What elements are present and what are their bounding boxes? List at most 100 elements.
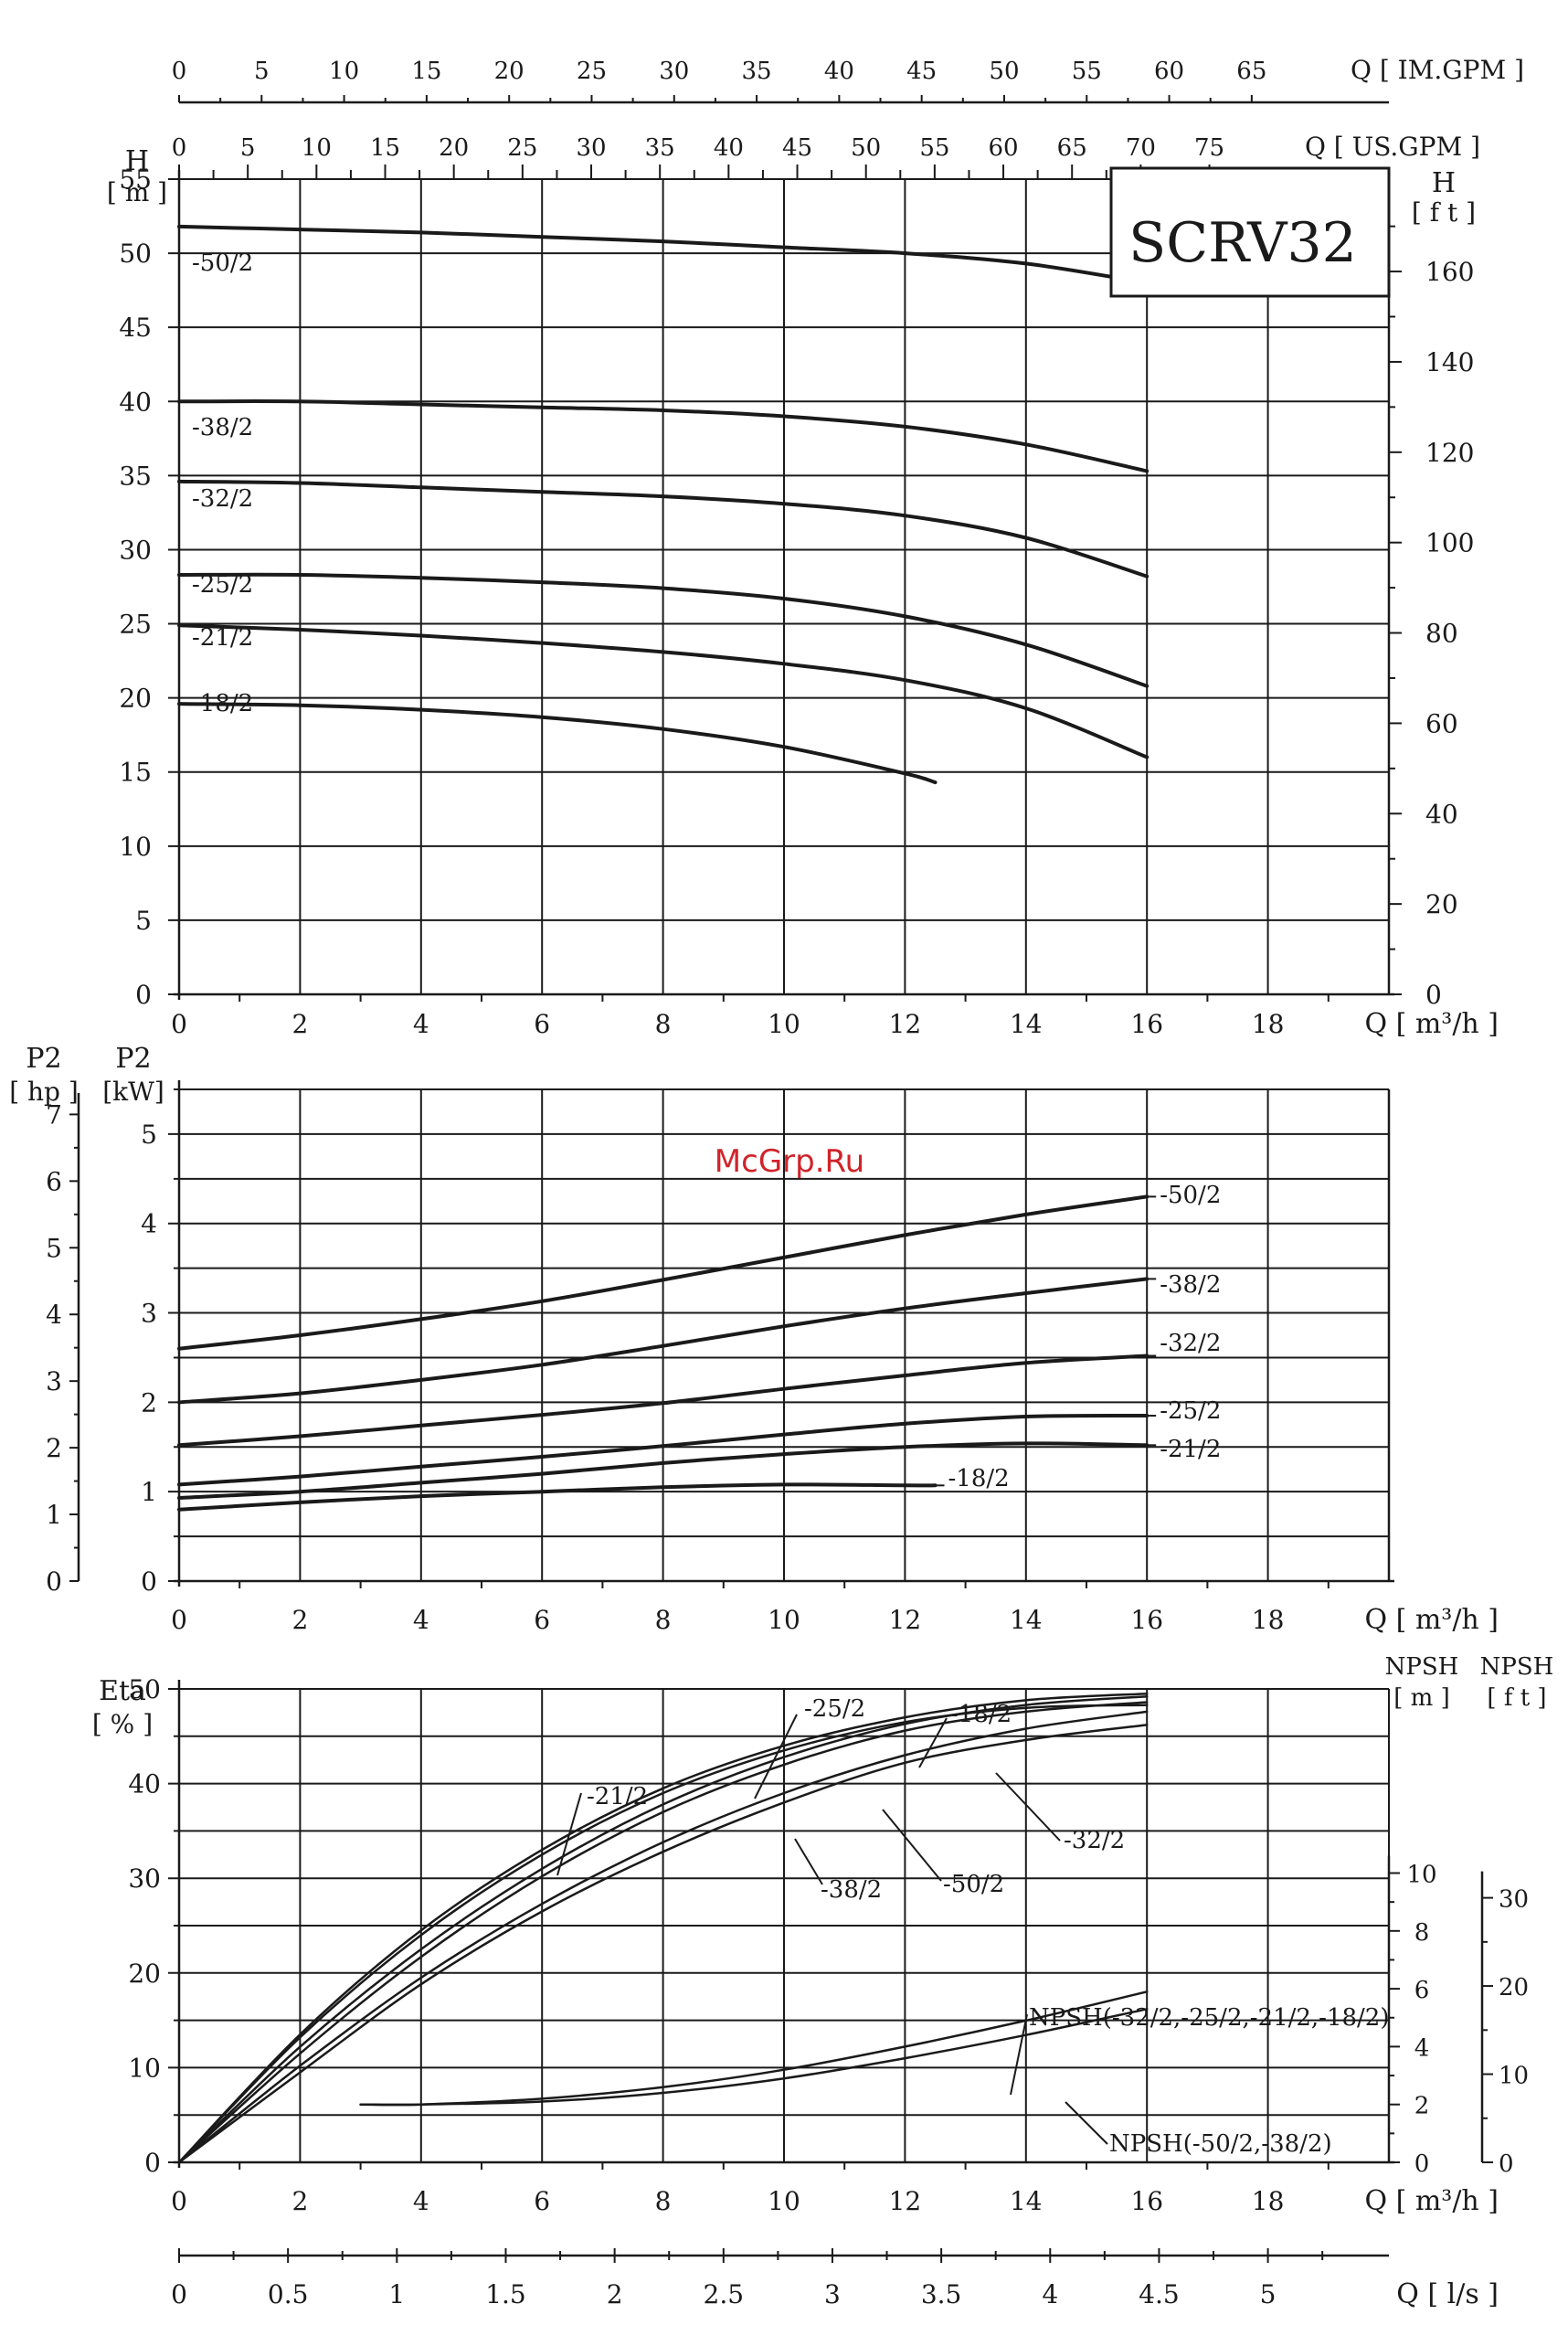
head-curve-label-18-2: -18/2 <box>192 690 253 717</box>
npsh-m-tick-label: 10 <box>1406 1862 1436 1889</box>
power-hp-tick-label: 3 <box>46 1366 62 1396</box>
head-y-tick-label: 45 <box>119 313 152 343</box>
head-curve-50-2 <box>177 224 1150 285</box>
head-curve-label-21-2: -21/2 <box>192 624 253 652</box>
us-gpm-tick-label: 70 <box>1126 134 1156 162</box>
npsh-ft-axis-unit: [ f t ] <box>1487 1684 1546 1712</box>
power-curve-label-32-2: -32/2 <box>1160 1330 1221 1357</box>
npsh-m-tick-label: 4 <box>1414 2034 1430 2062</box>
eta-curve-label-38-2: -38/2 <box>821 1876 882 1904</box>
head-y-tick-label: 35 <box>119 461 152 491</box>
us-gpm-tick-label: 40 <box>714 134 744 162</box>
head-y-tick-label: 40 <box>119 387 152 417</box>
us-gpm-tick-label: 25 <box>507 134 537 162</box>
eta-label-leader-25-2 <box>754 1714 798 1799</box>
im-gpm-tick-label: 55 <box>1072 58 1102 85</box>
im-gpm-tick-label: 20 <box>494 58 524 85</box>
power-hp-tick-label: 5 <box>46 1233 62 1263</box>
ls-tick-label: 1 <box>388 2279 405 2309</box>
head-y-tick-label: 30 <box>119 535 152 565</box>
head-y-tick-label: 20 <box>119 684 152 714</box>
head-x-tick-label: 12 <box>889 1009 922 1039</box>
npsh-m-axis-symbol: NPSH <box>1385 1653 1459 1681</box>
head-curve-label-32-2: -32/2 <box>192 485 253 513</box>
eta-y-tick-label: 50 <box>128 1674 161 1704</box>
npsh-ft-tick-label: 10 <box>1499 2063 1529 2090</box>
eta-x-tick-label: 10 <box>768 2186 800 2216</box>
eta-y-tick-label: 20 <box>128 1959 161 1989</box>
power-y-tick-label: 1 <box>141 1477 157 1507</box>
eta-x-tick-label: 0 <box>171 2186 187 2216</box>
power-hp-tick-label: 0 <box>46 1566 62 1597</box>
head-x-tick-label: 16 <box>1130 1009 1163 1039</box>
eta-x-tick-label: 14 <box>1010 2186 1043 2216</box>
head-y-axis-unit: [ m ] <box>107 177 167 207</box>
npsh-ft-axis-symbol: NPSH <box>1480 1653 1554 1681</box>
power-x-tick-label: 10 <box>768 1605 800 1635</box>
head-ft-tick-label: 20 <box>1425 889 1458 919</box>
head-y-tick-label: 0 <box>135 980 152 1010</box>
eta-y-axis-unit: [ % ] <box>92 1709 153 1739</box>
us-gpm-tick-label: 10 <box>302 134 332 162</box>
head-ft-tick-label: 160 <box>1425 257 1474 287</box>
eta-y-tick-label: 40 <box>128 1769 161 1799</box>
eta-label-leader-21-2 <box>556 1792 582 1876</box>
us-gpm-tick-label: 30 <box>576 134 606 162</box>
eta-x-tick-label: 2 <box>291 2186 308 2216</box>
us-gpm-tick-label: 45 <box>782 134 812 162</box>
head-curve-label-38-2: -38/2 <box>192 414 253 441</box>
power-hp-tick-label: 7 <box>46 1099 62 1130</box>
power-curve-label-21-2: -21/2 <box>1160 1436 1221 1463</box>
eta-curve-18-2 <box>177 1695 1149 2164</box>
us-gpm-tick-label: 0 <box>172 134 187 162</box>
head-curve-label-50-2: -50/2 <box>192 249 253 277</box>
power-y-tick-label: 2 <box>141 1387 157 1417</box>
head-x-axis-label: Q [ m³/h ] <box>1364 1008 1499 1040</box>
power-hp-axis-symbol: P2 <box>26 1043 61 1075</box>
eta-curve-32-2 <box>177 1701 1149 2164</box>
power-curve-label-25-2: -25/2 <box>1160 1397 1221 1425</box>
eta-x-tick-label: 6 <box>534 2186 550 2216</box>
us-gpm-tick-label: 15 <box>370 134 400 162</box>
npsh-m-axis-unit: [ m ] <box>1393 1684 1449 1712</box>
head-ft-tick-label: 120 <box>1425 438 1474 468</box>
head-y-tick-label: 15 <box>119 758 152 788</box>
power-x-tick-label: 12 <box>889 1605 922 1635</box>
power-hp-tick-label: 6 <box>46 1166 62 1196</box>
ls-tick-label: 4.5 <box>1139 2279 1180 2309</box>
ls-tick-label: 3 <box>824 2279 841 2309</box>
im-gpm-tick-label: 65 <box>1236 58 1266 85</box>
npsh-m-tick-label: 2 <box>1414 2093 1430 2120</box>
head-ft-tick-label: 0 <box>1425 980 1442 1010</box>
head-ft-axis-symbol: H <box>1432 167 1456 199</box>
eta-y-tick-label: 10 <box>128 2053 161 2083</box>
head-y-tick-label: 5 <box>135 906 152 936</box>
head-x-tick-label: 6 <box>534 1009 550 1039</box>
power-x-tick-label: 8 <box>655 1605 672 1635</box>
power-x-tick-label: 18 <box>1252 1605 1285 1635</box>
eta-x-tick-label: 12 <box>889 2186 922 2216</box>
us-gpm-tick-label: 75 <box>1194 134 1224 162</box>
power-curve-32-2 <box>177 1354 1150 1448</box>
eta-curve-25-2 <box>177 1692 1149 2164</box>
power-x-tick-label: 4 <box>413 1605 429 1635</box>
ls-axis-label: Q [ l/s ] <box>1396 2278 1499 2310</box>
power-curve-label-38-2: -38/2 <box>1160 1271 1221 1299</box>
im-gpm-tick-label: 45 <box>906 58 937 85</box>
power-kw-axis-unit: [kW] <box>102 1077 164 1107</box>
npsh-curve-npsh-50-2-38-2 <box>359 2008 1149 2107</box>
us-gpm-axis-label: Q [ US.GPM ] <box>1305 132 1480 162</box>
power-curve-50-2 <box>177 1194 1150 1351</box>
ls-tick-label: 0 <box>171 2279 187 2309</box>
eta-x-axis-label: Q [ m³/h ] <box>1364 2185 1499 2217</box>
head-ft-tick-label: 100 <box>1425 528 1474 558</box>
im-gpm-axis-label: Q [ IM.GPM ] <box>1351 55 1524 85</box>
eta-curve-label-50-2: -50/2 <box>943 1871 1004 1898</box>
power-y-tick-label: 5 <box>141 1120 157 1150</box>
power-x-tick-label: 6 <box>534 1605 550 1635</box>
us-gpm-tick-label: 50 <box>851 134 881 162</box>
eta-label-leader-50-2 <box>882 1809 942 1882</box>
npsh-ft-tick-label: 30 <box>1499 1886 1529 1914</box>
power-hp-tick-label: 2 <box>46 1433 62 1463</box>
eta-label-leader-38-2 <box>794 1838 823 1885</box>
